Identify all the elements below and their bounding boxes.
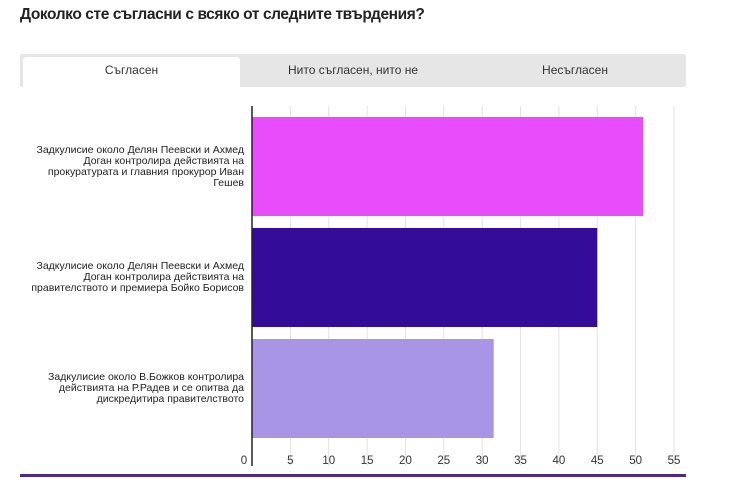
x-tick-label: 45 xyxy=(591,455,604,467)
x-tick-label: 0 xyxy=(241,455,247,467)
bar-2[interactable] xyxy=(252,228,598,327)
x-tick-label: 30 xyxy=(476,455,489,467)
category-label-1: Задкулисие около Делян Пеевски и Ахмед Д… xyxy=(36,143,245,189)
x-tick-label: 20 xyxy=(399,455,412,467)
category-label-3: Задкулисие около В.Божков контролира дей… xyxy=(48,371,244,405)
x-tick-label: 50 xyxy=(629,455,642,467)
category-label-2: Задкулисие около Делян Пеевски и Ахмед Д… xyxy=(31,260,244,294)
tab-agree[interactable]: Съгласен xyxy=(23,57,240,87)
x-tick-label: 15 xyxy=(361,455,374,467)
tab-bar: Съгласен Нито съгласен, нито не Несъглас… xyxy=(20,54,686,87)
x-tick-label: 10 xyxy=(322,455,335,467)
bar-1[interactable] xyxy=(252,117,644,216)
x-tick-label: 40 xyxy=(553,455,566,467)
x-tick-label: 55 xyxy=(668,455,681,467)
bar-3[interactable] xyxy=(252,339,494,438)
tab-neutral[interactable]: Нито съгласен, нито не xyxy=(288,63,418,77)
page-title: Доколко сте съгласни с всяко от следните… xyxy=(20,6,425,23)
x-tick-label: 35 xyxy=(514,455,527,467)
bottom-rule xyxy=(20,474,686,477)
tab-disagree[interactable]: Несъгласен xyxy=(542,63,608,77)
x-tick-label: 5 xyxy=(287,455,293,467)
x-tick-label: 25 xyxy=(437,455,450,467)
